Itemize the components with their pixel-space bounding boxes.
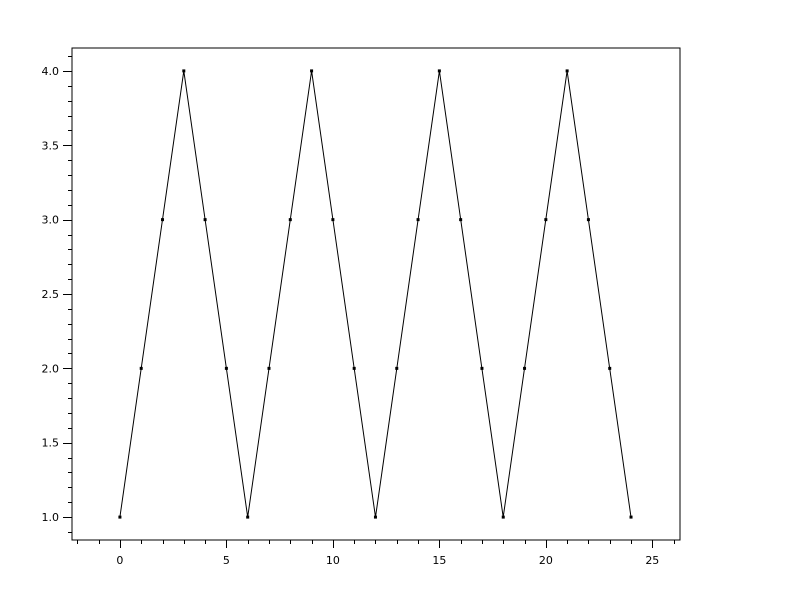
x-tick-label: 25	[645, 554, 659, 567]
series-group	[118, 69, 633, 519]
data-point	[331, 218, 335, 222]
data-point	[139, 366, 143, 370]
data-point	[182, 69, 186, 73]
y-tick-label: 1.0	[42, 511, 60, 524]
data-point	[288, 218, 292, 222]
x-tick-labels: 0 5 10 15 20 25	[116, 554, 659, 567]
y-tick-label: 2.5	[42, 288, 60, 301]
data-point	[267, 366, 271, 370]
data-point	[480, 366, 484, 370]
data-point	[352, 366, 356, 370]
data-point	[373, 515, 377, 519]
data-point	[459, 218, 463, 222]
y-tick-label: 3.0	[42, 214, 60, 227]
data-point	[118, 515, 122, 519]
data-point	[395, 366, 399, 370]
y-tick-label: 1.5	[42, 437, 60, 450]
data-point	[246, 515, 250, 519]
y-tick-label: 4.0	[42, 65, 60, 78]
x-tick-label: 15	[432, 554, 446, 567]
data-point	[437, 69, 441, 73]
data-point	[224, 366, 228, 370]
x-tick-label: 20	[539, 554, 553, 567]
data-point	[544, 218, 548, 222]
x-tick-label: 5	[223, 554, 230, 567]
y-tick-labels: 1.0 1.5 2.0 2.5 3.0 3.5 4.0	[42, 65, 60, 524]
y-tick-label: 3.5	[42, 139, 60, 152]
data-point	[161, 218, 165, 222]
y-tick-label: 2.0	[42, 362, 60, 375]
data-point	[310, 69, 314, 73]
data-point	[565, 69, 569, 73]
data-point	[523, 366, 527, 370]
data-point	[501, 515, 505, 519]
data-point	[608, 366, 612, 370]
data-point	[629, 515, 633, 519]
x-tick-label: 10	[326, 554, 340, 567]
axis-ticks	[63, 56, 675, 548]
data-point	[203, 218, 207, 222]
data-point	[586, 218, 590, 222]
plot-area	[71, 47, 681, 541]
x-tick-label: 0	[116, 554, 123, 567]
data-point	[416, 218, 420, 222]
